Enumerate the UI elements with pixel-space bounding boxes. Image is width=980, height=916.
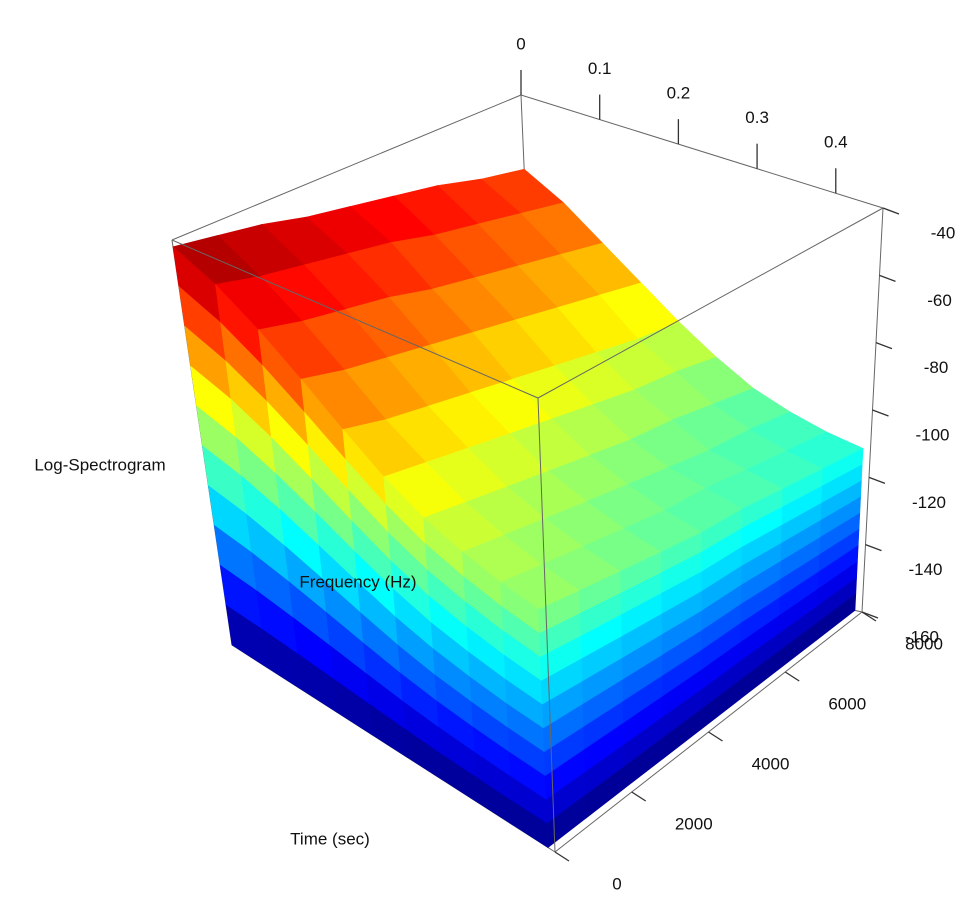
- y-tick-label: 4000: [752, 754, 790, 773]
- box-edge: [171, 239, 539, 399]
- z-tick: [861, 611, 879, 619]
- surface-skirt: [816, 593, 857, 641]
- surface: [172, 168, 864, 849]
- z-tick: [875, 342, 893, 350]
- y-tick: [554, 851, 570, 862]
- z-tick: [868, 476, 886, 484]
- x-axis-title: Time (sec): [290, 829, 370, 848]
- y-tick-label: 6000: [828, 694, 866, 713]
- y-tick-label: 2000: [675, 814, 713, 833]
- y-tick: [631, 791, 647, 802]
- z-tick: [879, 274, 896, 282]
- z-tick-label: -120: [912, 493, 946, 512]
- x-tick-label: 0: [516, 34, 525, 53]
- box-edge: [520, 94, 884, 209]
- z-tick: [865, 544, 882, 552]
- z-tick-label: -100: [915, 425, 949, 444]
- box-front: [171, 207, 884, 853]
- box-edge: [537, 207, 884, 399]
- box-edge: [537, 397, 556, 853]
- y-tick: [784, 671, 800, 682]
- x-tick-label: 0.2: [667, 84, 691, 103]
- box-edge: [171, 94, 522, 241]
- z-tick-label: -60: [927, 291, 952, 310]
- y-tick: [708, 731, 723, 742]
- x-tick-label: 0.3: [745, 108, 769, 127]
- y-axis-title: Frequency (Hz): [299, 572, 416, 591]
- z-tick-label: -140: [908, 560, 942, 579]
- z-tick-label: -40: [931, 223, 956, 242]
- z-tick-label: -80: [924, 358, 949, 377]
- labels: 0 0.1 0.2 0.3 0.4 0 2000 4000 6000 8000-160 -140 -1…: [34, 34, 955, 893]
- z-axis-title: Log-Spectrogram: [34, 455, 165, 474]
- z-tick: [872, 409, 889, 417]
- y-tick-label: 8000: [905, 634, 943, 653]
- x-tick-label: 0.4: [824, 133, 848, 152]
- y-tick-label: 0: [612, 874, 621, 893]
- z-tick-label: -160: [905, 627, 939, 646]
- x-tick-label: 0.1: [588, 59, 612, 78]
- z-tick: [882, 207, 900, 215]
